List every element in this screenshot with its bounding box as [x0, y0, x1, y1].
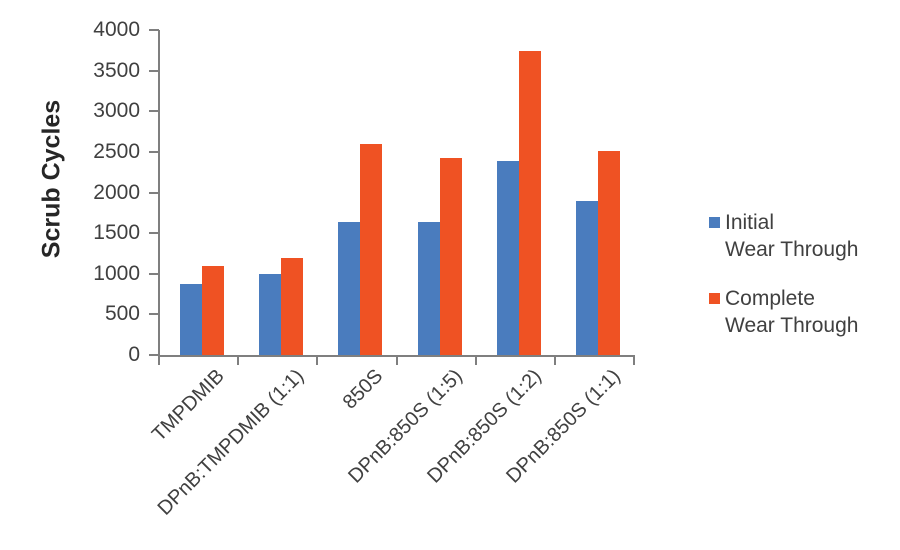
x-tick-mark-5	[553, 357, 556, 365]
bar-complete-wear-through-2	[360, 143, 383, 355]
y-axis-line	[158, 30, 160, 357]
legend-item-complete-wear-through: Complete Wear Through	[709, 285, 858, 339]
x-tick-mark-4	[474, 357, 477, 365]
x-tick-mark-2	[316, 357, 319, 365]
y-tick-label-1500: 1500	[93, 221, 140, 245]
y-tick-label-3000: 3000	[93, 99, 140, 123]
y-tick-label-4000: 4000	[93, 18, 140, 41]
legend-label-initial-line1: Initial	[725, 211, 775, 234]
legend-label-complete: Complete Wear Through	[725, 285, 858, 339]
legend: Initial Wear Through Complete Wear Throu…	[709, 209, 858, 339]
x-tick-mark-6	[633, 357, 635, 365]
legend-label-complete-line2: Wear Through	[725, 314, 859, 337]
legend-swatch-complete-icon	[709, 293, 720, 304]
y-tick-label-2000: 2000	[93, 180, 140, 204]
y-tick-mark-4000	[149, 29, 159, 31]
y-tick-label-2500: 2500	[93, 139, 140, 163]
x-tick-mark-3	[395, 357, 398, 365]
bar-initial-wear-through-0	[180, 284, 202, 355]
legend-label-initial: Initial Wear Through	[725, 209, 858, 263]
y-tick-mark-3500	[149, 69, 159, 72]
legend-item-initial-wear-through: Initial Wear Through	[709, 209, 858, 263]
legend-label-complete-line1: Complete	[725, 287, 815, 310]
y-tick-mark-1500	[149, 232, 159, 235]
x-tick-mark-0	[158, 357, 160, 365]
legend-swatch-initial-icon	[709, 217, 720, 228]
bar-initial-wear-through-1	[259, 273, 282, 355]
bar-complete-wear-through-3	[439, 158, 462, 355]
y-tick-mark-2000	[149, 191, 159, 194]
x-axis-label-1: DPnB:TMPDMIB (1:1)	[153, 365, 309, 520]
bar-complete-wear-through-5	[597, 151, 620, 355]
bar-initial-wear-through-3	[417, 221, 440, 355]
bar-complete-wear-through-4	[518, 51, 541, 355]
y-tick-mark-3000	[149, 110, 159, 113]
y-tick-label-1000: 1000	[93, 261, 140, 285]
bar-initial-wear-through-5	[575, 201, 598, 355]
bar-initial-wear-through-4	[496, 160, 519, 355]
y-tick-label-500: 500	[104, 302, 140, 326]
y-tick-mark-500	[149, 313, 159, 316]
y-tick-label-0: 0	[128, 343, 140, 366]
x-axis-label-2: 850S	[338, 365, 388, 414]
y-tick-mark-1000	[149, 272, 159, 275]
legend-label-initial-line2: Wear Through	[725, 238, 859, 261]
bar-complete-wear-through-1	[281, 258, 304, 355]
y-tick-label-3500: 3500	[93, 58, 140, 82]
x-axis-label-0: TMPDMIB	[148, 365, 230, 446]
y-tick-mark-2500	[149, 150, 159, 153]
x-axis-line	[158, 355, 635, 357]
x-tick-mark-1	[237, 357, 240, 365]
bar-complete-wear-through-0	[202, 266, 224, 355]
y-tick-mark-0	[149, 354, 159, 356]
bar-initial-wear-through-2	[338, 221, 361, 355]
